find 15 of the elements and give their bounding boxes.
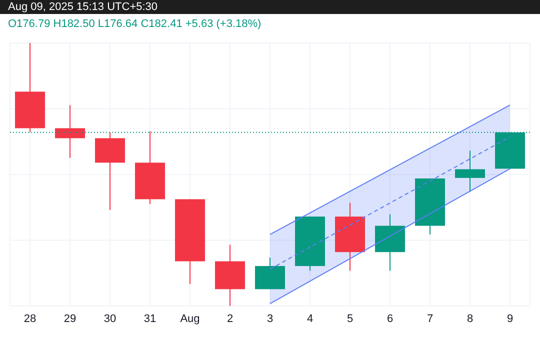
x-tick-label: 30 — [104, 312, 116, 325]
x-tick-label: 28 — [24, 312, 36, 325]
text: Aug 09, 2025 15:13 UTC+5:30 — [0, 0, 540, 14]
x-tick-label: Aug — [180, 312, 200, 325]
x-tick-label: 2 — [226, 312, 234, 325]
x-tick-label: 7 — [426, 312, 434, 325]
x-tick-label: 5 — [346, 312, 354, 325]
x-tick-label: 9 — [506, 312, 514, 325]
x-tick-label: 8 — [466, 312, 474, 325]
text: O176.79 H182.50 L176.64 C182.41 +5.63 (+3.18%) — [7, 17, 262, 32]
x-tick-label: 31 — [144, 312, 156, 325]
x-tick-label: 29 — [64, 312, 76, 325]
x-tick-label: 6 — [386, 312, 394, 325]
x-tick-label: 4 — [306, 312, 314, 325]
x-tick-label: 3 — [266, 312, 274, 325]
